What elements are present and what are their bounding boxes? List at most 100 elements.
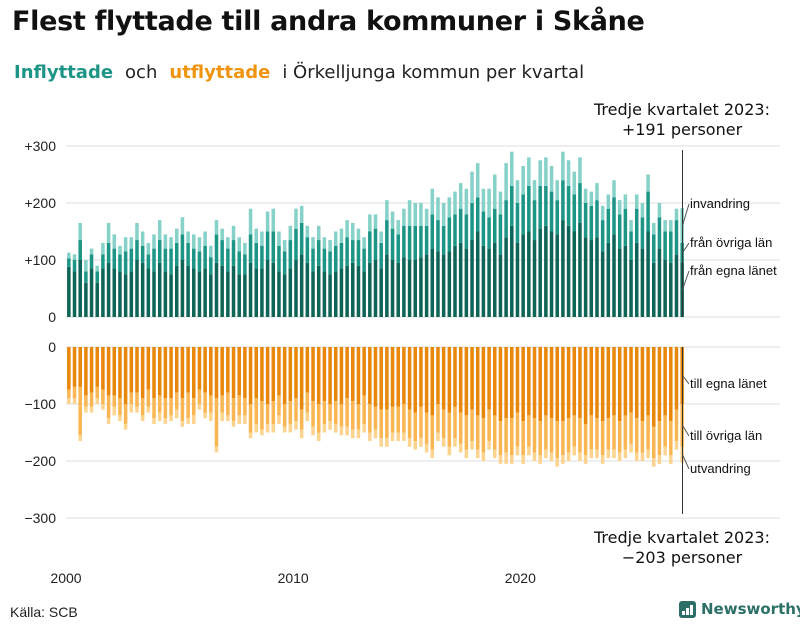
bar-out-utvandring — [316, 432, 321, 442]
bar-out-till-egna-länet — [583, 347, 588, 424]
bar-in-från-egna-länet — [192, 268, 196, 317]
bar-out-till-egna-länet — [368, 347, 372, 404]
bar-out-till-egna-länet — [123, 347, 128, 404]
bar-out-till-egna-länet — [192, 347, 196, 399]
bar-out-utvandring — [555, 458, 559, 467]
bar-in-från-övriga-län — [157, 240, 162, 263]
bar-out-utvandring — [328, 421, 332, 430]
bar-in-invandring — [345, 220, 349, 238]
bar-in-från-egna-länet — [282, 274, 287, 317]
bar-in-från-egna-länet — [299, 254, 304, 317]
bar-out-till-egna-länet — [356, 347, 361, 404]
bar-out-till-övriga-län — [402, 404, 406, 433]
bar-out-utvandring — [572, 446, 577, 456]
bar-in-från-övriga-län — [566, 185, 571, 226]
bar-out-till-övriga-län — [368, 404, 372, 433]
bar-in-från-egna-länet — [316, 265, 321, 317]
bar-out-utvandring — [617, 452, 622, 461]
bar-out-till-egna-länet — [277, 347, 281, 396]
bar-in-invandring — [413, 203, 418, 226]
bar-out-till-egna-länet — [606, 347, 611, 419]
bar-in-från-övriga-län — [436, 220, 440, 252]
bar-out-till-egna-länet — [498, 347, 503, 422]
bar-out-utvandring — [282, 426, 287, 433]
bar-in-från-övriga-län — [203, 245, 207, 269]
bar-out-till-egna-länet — [271, 347, 276, 402]
bar-out-utvandring — [169, 415, 173, 422]
bar-out-till-övriga-län — [481, 418, 486, 453]
bar-in-från-egna-länet — [339, 268, 344, 317]
bar-in-från-övriga-län — [555, 200, 559, 235]
bar-in-från-egna-länet — [169, 274, 173, 317]
bar-out-utvandring — [333, 423, 338, 433]
bar-out-till-övriga-län — [504, 418, 508, 453]
bar-out-utvandring — [101, 404, 105, 410]
bar-out-till-övriga-län — [634, 418, 639, 453]
bar-out-till-övriga-län — [186, 392, 190, 419]
bar-in-från-egna-länet — [112, 268, 117, 317]
bar-in-invandring — [351, 222, 355, 241]
bar-in-invandring — [538, 160, 542, 186]
bar-in-invandring — [180, 217, 185, 235]
bar-in-från-övriga-län — [271, 231, 276, 263]
bar-out-utvandring — [544, 449, 548, 459]
bar-out-utvandring — [493, 449, 497, 459]
bar-in-från-egna-länet — [373, 260, 378, 317]
bar-in-från-övriga-län — [663, 231, 667, 260]
bar-in-invandring — [436, 197, 440, 221]
bar-out-till-egna-länet — [634, 347, 639, 419]
bar-in-invandring — [72, 254, 77, 260]
bar-out-till-övriga-län — [174, 392, 179, 410]
bar-out-till-övriga-län — [316, 404, 321, 433]
bar-out-utvandring — [186, 418, 190, 424]
bar-in-från-övriga-län — [674, 220, 679, 255]
bar-in-från-övriga-län — [112, 248, 117, 269]
bar-out-till-egna-länet — [231, 347, 236, 399]
bar-out-till-egna-länet — [561, 347, 565, 422]
bar-in-invandring — [453, 191, 457, 215]
bar-out-till-egna-länet — [493, 347, 497, 416]
bar-out-till-egna-länet — [532, 347, 537, 419]
bar-out-utvandring — [600, 455, 605, 464]
bar-out-till-egna-länet — [345, 347, 349, 399]
bar-in-från-övriga-län — [146, 254, 151, 269]
bar-in-från-övriga-län — [192, 248, 196, 269]
bar-in-från-egna-länet — [578, 222, 582, 317]
subtitle-and: och — [125, 62, 158, 83]
bar-in-från-egna-länet — [220, 265, 224, 317]
bar-out-utvandring — [89, 406, 94, 413]
bar-in-från-egna-länet — [157, 262, 162, 317]
bar-out-till-övriga-län — [390, 406, 395, 433]
y-tick-label-top: +200 — [24, 195, 56, 211]
bar-out-till-egna-länet — [458, 347, 463, 413]
bar-out-till-övriga-län — [299, 409, 304, 430]
bar-out-till-övriga-län — [521, 421, 525, 456]
bar-out-utvandring — [595, 449, 599, 459]
subtitle-inflyttade: Inflyttade — [14, 62, 114, 83]
bar-out-till-egna-länet — [294, 347, 298, 399]
bar-in-invandring — [646, 174, 650, 192]
bar-in-från-egna-länet — [186, 265, 190, 317]
bar-out-till-egna-länet — [78, 347, 82, 387]
bar-in-från-egna-länet — [527, 231, 531, 317]
bar-out-till-egna-länet — [544, 347, 548, 416]
bar-out-till-övriga-län — [203, 392, 207, 413]
bar-in-från-övriga-län — [458, 208, 463, 243]
bar-in-från-övriga-län — [385, 220, 389, 255]
series-label-connector — [682, 242, 690, 253]
bar-out-till-övriga-län — [260, 401, 264, 430]
bar-out-till-övriga-län — [146, 389, 151, 407]
bar-in-från-egna-länet — [453, 245, 457, 317]
bar-out-till-övriga-län — [72, 386, 77, 399]
bar-in-invandring — [95, 265, 99, 272]
bar-in-från-övriga-län — [595, 200, 599, 238]
bar-in-invandring — [470, 171, 474, 203]
bar-out-utvandring — [447, 446, 452, 456]
bar-in-invandring — [390, 211, 395, 229]
bar-in-från-egna-länet — [561, 220, 565, 317]
bar-out-utvandring — [424, 443, 429, 453]
bar-out-till-övriga-län — [248, 404, 253, 433]
bar-in-invandring — [362, 237, 366, 249]
bar-out-utvandring — [214, 446, 219, 453]
bar-in-från-egna-länet — [652, 262, 656, 317]
